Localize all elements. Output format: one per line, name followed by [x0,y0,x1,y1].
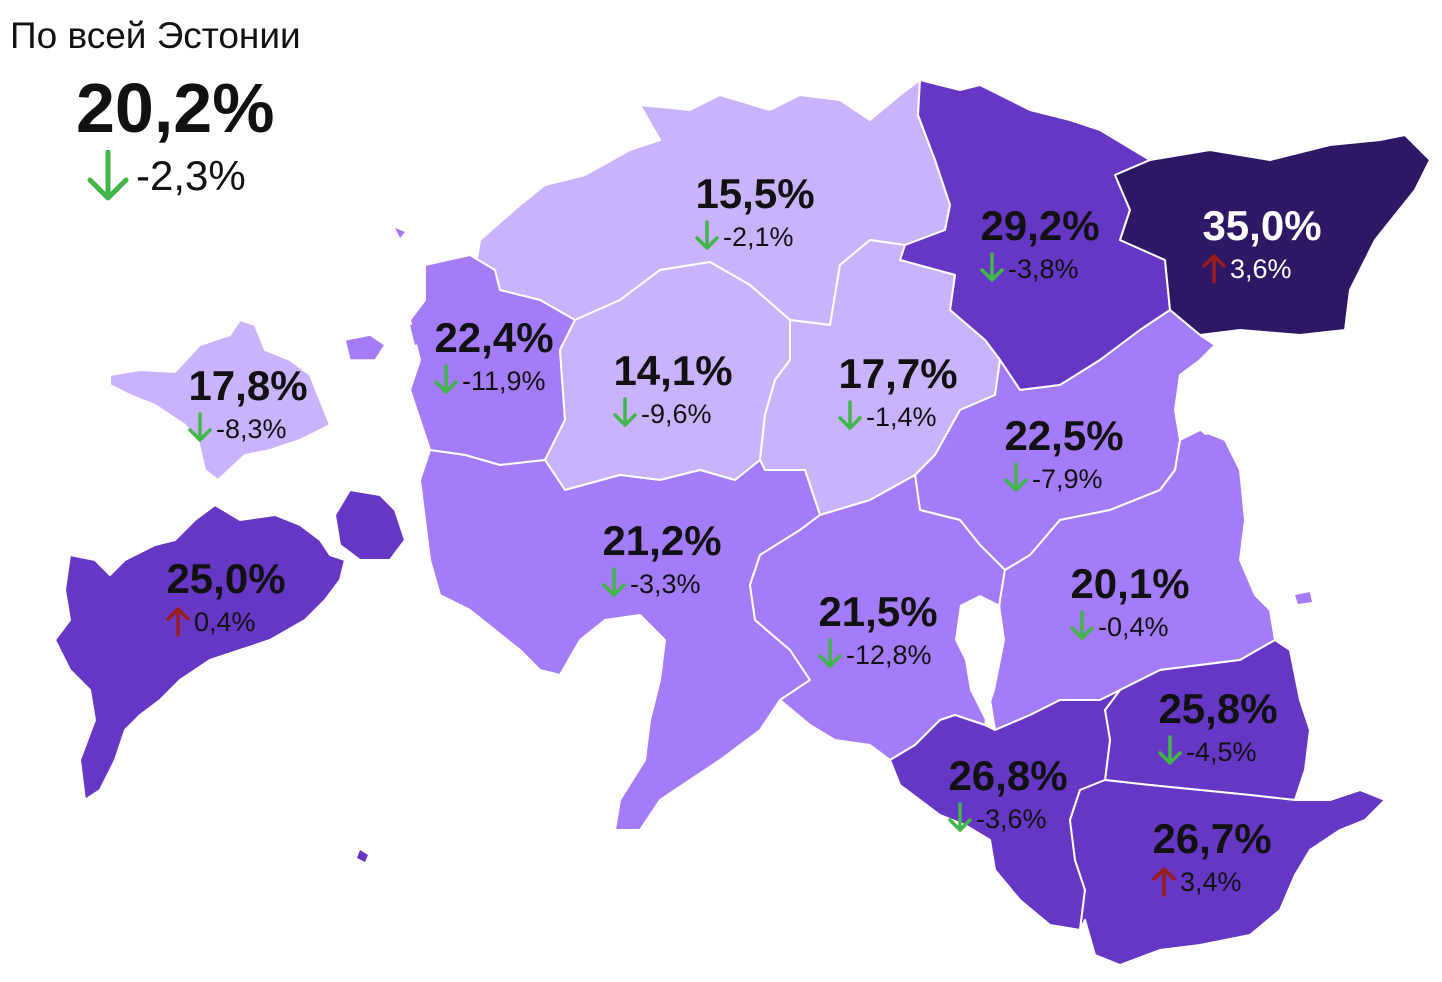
arrow-down-icon [948,802,972,832]
region-change: -12,8% [846,640,932,670]
region-value: 25,0% [166,555,285,602]
label-polva: 25,8% -4,5% [1158,685,1278,767]
region-value: 29,2% [980,202,1099,249]
region-change: -4,5% [1186,737,1257,767]
region-value: 17,8% [188,362,307,409]
summary-change-value: -2,3% [136,152,246,199]
label-laane: 22,4% -11,9% [434,314,554,396]
label-rapla: 14,1% -9,6% [613,347,733,429]
arrow-down-icon [1158,735,1182,765]
arrow-down-icon [1004,462,1028,492]
label-ida-viru: 35,0% 3,6% [1202,202,1322,284]
island-small-laane [410,322,430,345]
island-ruhnu [357,850,368,862]
region-change: -3,6% [976,804,1047,834]
lake-vortsjarv [955,595,1005,720]
island-tiny-north [395,228,405,238]
summary-change: -2,3% [86,150,246,202]
label-jarva: 17,7% -1,4% [838,350,958,432]
label-viljandi: 21,5% -12,8% [818,588,938,670]
island-tiny-east [1295,592,1312,604]
arrow-down-icon [434,364,458,394]
region-change: -0,4% [1098,612,1169,642]
arrow-up-icon [166,607,190,637]
region-hiiu [109,319,331,481]
arrow-down-icon [1070,610,1094,640]
region-voru [1069,779,1386,966]
arrow-up-icon [1152,867,1176,897]
region-change: -7,9% [1032,464,1103,494]
summary-title: По всей Эстонии [10,15,301,56]
region-value: 21,5% [818,588,937,635]
region-change: -2,1% [723,222,794,252]
region-value: 21,2% [602,517,721,564]
region-value: 26,8% [948,752,1067,799]
label-parnu: 21,2% -3,3% [602,517,722,599]
arrow-up-icon [1202,254,1226,284]
region-value: 17,7% [838,350,957,397]
label-hiiu: 17,8% -8,3% [188,362,308,444]
region-change: -11,9% [462,366,546,396]
arrow-down-icon [87,150,129,201]
parnu-bay [575,615,665,690]
arrow-down-icon [695,220,719,250]
region-ida-viru [1114,134,1431,336]
label-voru: 26,7% 3,4% [1152,815,1272,897]
summary-value: 20,2% [76,69,275,147]
region-change: -1,4% [866,402,937,432]
region-saare [54,504,346,801]
label-harju: 15,5% -2,1% [695,170,815,252]
region-change: -3,8% [1008,254,1079,284]
arrow-down-icon [188,412,212,442]
label-laane-viru: 29,2% -3,8% [980,202,1100,284]
region-change: 3,6% [1230,254,1292,284]
region-value: 14,1% [613,347,732,394]
label-jogeva: 22,5% -7,9% [1004,412,1124,494]
region-value: 22,5% [1004,412,1123,459]
region-value: 20,1% [1070,560,1189,607]
arrow-down-icon [818,638,842,668]
region-value: 35,0% [1202,202,1321,249]
region-change: 0,4% [194,607,256,637]
label-tartu: 20,1% -0,4% [1070,560,1190,642]
arrow-down-icon [838,400,862,430]
arrow-down-icon [980,252,1004,282]
region-value: 25,8% [1158,685,1277,732]
island-vormsi [344,334,387,361]
arrow-down-icon [613,397,637,427]
region-labels: 15,5% -2,1% 29,2% -3,8% 35,0% 3,6% 17,8% -8,3% 2… [166,170,1322,897]
label-valga: 26,8% -3,6% [948,752,1068,834]
arrow-down-icon [602,567,626,597]
region-change: 3,4% [1180,867,1242,897]
lake-peipus-edge [1190,365,1240,435]
region-value: 22,4% [434,314,553,361]
region-change: -3,3% [630,569,701,599]
region-value: 15,5% [695,170,814,217]
region-muhu [334,489,406,561]
region-parnu [419,449,821,831]
label-saare: 25,0% 0,4% [166,555,286,637]
region-change: -9,6% [641,399,712,429]
region-value: 26,7% [1152,815,1271,862]
region-change: -8,3% [216,414,287,444]
